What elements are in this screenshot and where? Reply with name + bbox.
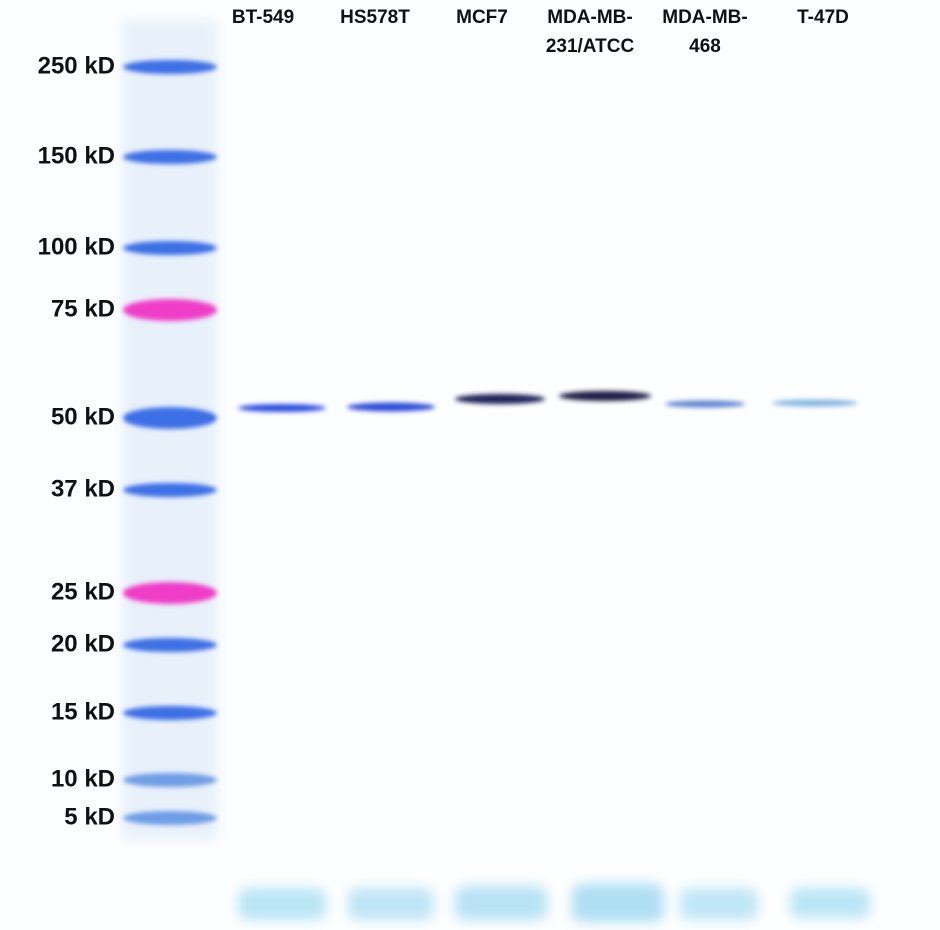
smudge	[572, 884, 664, 922]
blot: 250 kD 150 kD 100 kD 75 kD 50 kD 37 kD 25 kD 20…	[0, 0, 940, 930]
ladder-band	[123, 407, 217, 429]
ladder-band	[123, 638, 217, 652]
marker-label: 75 kD	[51, 295, 115, 322]
ladder-band	[123, 811, 217, 825]
ladder-band	[123, 60, 217, 74]
ladder-band	[123, 773, 217, 787]
marker-label: 10 kD	[51, 765, 115, 792]
lane-label: MDA-MB-	[547, 7, 632, 28]
band	[665, 401, 745, 408]
ladder-band	[123, 241, 217, 255]
lane-label: BT-549	[232, 7, 294, 28]
lane-label: MCF7	[456, 7, 508, 28]
ladder-band	[123, 582, 217, 604]
marker-label: 15 kD	[51, 698, 115, 725]
marker-label: 150 kD	[38, 142, 115, 169]
marker-label: 100 kD	[38, 233, 115, 260]
lane-label: T-47D	[797, 7, 849, 28]
lane-label: MDA-MB-	[662, 7, 747, 28]
band	[347, 403, 435, 412]
lane-label: HS578T	[340, 7, 410, 28]
marker-label: 5 kD	[64, 803, 115, 830]
ladder-band	[123, 150, 217, 164]
ladder-band	[123, 483, 217, 497]
marker-label: 37 kD	[51, 475, 115, 502]
marker-label: 25 kD	[51, 578, 115, 605]
marker-label: 50 kD	[51, 403, 115, 430]
smudge	[238, 888, 326, 920]
band	[238, 404, 326, 412]
band	[455, 394, 545, 404]
band	[559, 391, 651, 401]
marker-label: 250 kD	[38, 52, 115, 79]
ladder-band	[123, 706, 217, 720]
lane-label: 231/ATCC	[546, 36, 635, 57]
ladder-band	[123, 299, 217, 321]
smudge	[455, 886, 547, 920]
smudge	[348, 888, 434, 920]
lane-label: 468	[689, 36, 721, 57]
smudge	[790, 888, 870, 918]
band	[772, 400, 858, 407]
marker-label: 20 kD	[51, 630, 115, 657]
smudge	[680, 888, 758, 920]
